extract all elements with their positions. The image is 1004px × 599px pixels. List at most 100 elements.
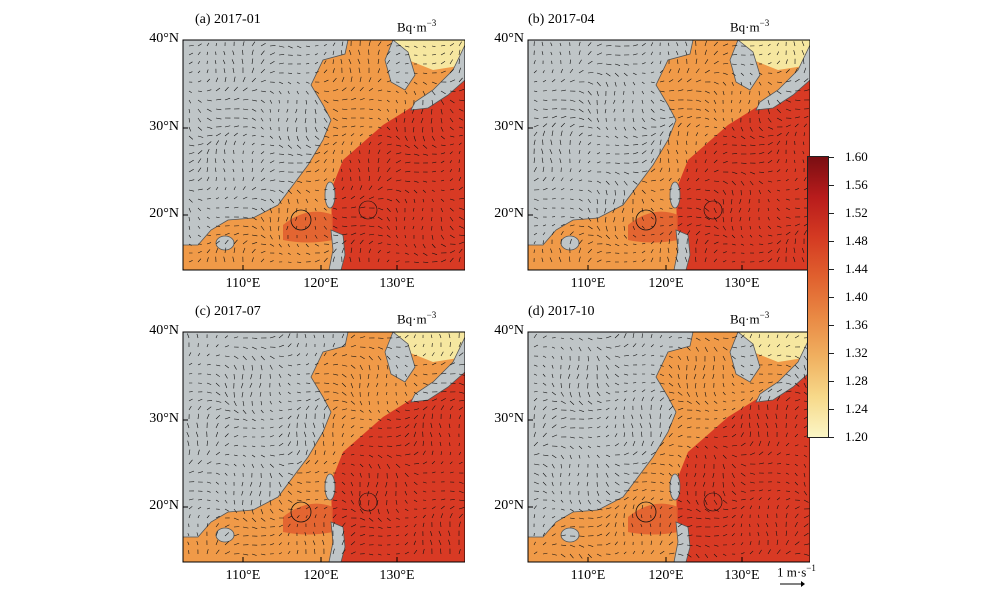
eddy-ring bbox=[635, 209, 657, 231]
eddy-ring bbox=[358, 200, 378, 220]
lat-label: 20°N bbox=[494, 498, 524, 513]
colorbar-tick-label: 1.44 bbox=[845, 261, 868, 276]
vector-scale: 1 m·s−1 bbox=[777, 563, 816, 587]
panel-title: (b) 2017-04 bbox=[528, 12, 595, 27]
lon-label: 130°E bbox=[379, 568, 415, 583]
map-canvas bbox=[527, 39, 810, 271]
land-taiwan bbox=[669, 181, 681, 209]
current-vectors bbox=[533, 40, 810, 263]
warm-water-region bbox=[331, 372, 465, 562]
colorbar-tick-label: 1.28 bbox=[845, 373, 868, 388]
land-korea bbox=[384, 332, 416, 383]
colorbar-tick bbox=[828, 409, 834, 410]
colorbar-tick bbox=[828, 381, 834, 382]
unit-label: Bq·m−3 bbox=[730, 18, 770, 35]
land-taiwan bbox=[669, 473, 681, 501]
eddy-ring bbox=[635, 501, 657, 523]
map-frame bbox=[527, 39, 810, 271]
land-japan bbox=[755, 336, 810, 403]
lat-label: 30°N bbox=[494, 411, 524, 426]
land-korea bbox=[384, 40, 416, 91]
cool-water-region bbox=[393, 332, 465, 362]
map-panel-d: (d) 2017-10 Bq·m−3 40°N 30°N 20°N 110°E 120°… bbox=[480, 302, 810, 592]
eddy-ring bbox=[290, 209, 312, 231]
lon-label: 120°E bbox=[303, 568, 339, 583]
lon-label: 110°E bbox=[225, 276, 261, 291]
lon-label: 130°E bbox=[724, 276, 760, 291]
land-taiwan bbox=[324, 473, 336, 501]
land-japan bbox=[410, 44, 465, 111]
eddy-ring bbox=[703, 492, 723, 512]
lat-label: 40°N bbox=[149, 31, 179, 46]
eddy-ring bbox=[290, 501, 312, 523]
unit-label: Bq·m−3 bbox=[397, 310, 437, 327]
map-frame bbox=[182, 39, 465, 271]
map-panel-c: (c) 2017-07 Bq·m−3 40°N 30°N 20°N 110°E 120°… bbox=[135, 302, 465, 592]
panel-title: (a) 2017-01 bbox=[195, 12, 261, 27]
eddy-ring bbox=[703, 200, 723, 220]
lat-label: 30°N bbox=[149, 119, 179, 134]
colorbar-tick bbox=[828, 297, 834, 298]
colorbar-tick bbox=[828, 213, 834, 214]
current-vectors bbox=[186, 332, 465, 556]
current-vectors bbox=[188, 40, 465, 264]
colorbar-tick-label: 1.48 bbox=[845, 233, 868, 248]
colorbar-tick-label: 1.36 bbox=[845, 317, 868, 332]
map-panel-a: (a) 2017-01 Bq·m−3 40°N 30°N 20°N 110°E 120°… bbox=[135, 10, 465, 300]
panel-title: (d) 2017-10 bbox=[528, 304, 595, 319]
map-canvas bbox=[527, 331, 810, 563]
lat-label: 20°N bbox=[494, 206, 524, 221]
land-mainland bbox=[183, 40, 349, 246]
lon-label: 120°E bbox=[648, 568, 684, 583]
map-frame bbox=[182, 331, 465, 563]
colorbar-tick bbox=[828, 157, 834, 158]
colorbar-tick-label: 1.56 bbox=[845, 177, 868, 192]
lon-label: 120°E bbox=[303, 276, 339, 291]
lat-label: 30°N bbox=[494, 119, 524, 134]
colorbar-tick-label: 1.32 bbox=[845, 345, 868, 360]
colorbar-tick bbox=[828, 325, 834, 326]
colorbar bbox=[807, 156, 829, 438]
cool-water-region bbox=[393, 40, 465, 70]
cool-water-region bbox=[738, 332, 810, 362]
colorbar-tick bbox=[828, 185, 834, 186]
warm-water-region bbox=[676, 80, 810, 270]
map-panel-b: (b) 2017-04 Bq·m−3 40°N 30°N 20°N 110°E 120°… bbox=[480, 10, 810, 300]
map-frame bbox=[527, 331, 810, 563]
lon-label: 130°E bbox=[379, 276, 415, 291]
land-japan bbox=[755, 44, 810, 111]
cool-water-region bbox=[738, 40, 810, 70]
land-japan bbox=[410, 336, 465, 403]
lat-label: 30°N bbox=[149, 411, 179, 426]
unit-label: Bq·m−3 bbox=[397, 18, 437, 35]
lon-label: 110°E bbox=[570, 276, 606, 291]
land-hainan bbox=[560, 527, 580, 543]
colorbar-tick-label: 1.40 bbox=[845, 289, 868, 304]
lat-label: 40°N bbox=[149, 323, 179, 338]
lon-label: 110°E bbox=[225, 568, 261, 583]
panel-title: (c) 2017-07 bbox=[195, 304, 261, 319]
lon-label: 130°E bbox=[724, 568, 760, 583]
lat-label: 40°N bbox=[494, 323, 524, 338]
colorbar-tick bbox=[828, 241, 834, 242]
lon-label: 110°E bbox=[570, 568, 606, 583]
land-hainan bbox=[215, 527, 235, 543]
colorbar-tick-label: 1.20 bbox=[845, 429, 868, 444]
colorbar-tick bbox=[828, 353, 834, 354]
land-taiwan bbox=[324, 181, 336, 209]
lon-label: 120°E bbox=[648, 276, 684, 291]
colorbar-tick-label: 1.60 bbox=[845, 149, 868, 164]
map-canvas bbox=[182, 39, 465, 271]
vector-scale-arrow-icon bbox=[780, 581, 805, 587]
colorbar-tick-label: 1.24 bbox=[845, 401, 868, 416]
eddy-ring bbox=[358, 492, 378, 512]
colorbar-tick bbox=[828, 269, 834, 270]
land-mainland bbox=[528, 332, 694, 538]
lat-label: 20°N bbox=[149, 498, 179, 513]
map-canvas bbox=[182, 331, 465, 563]
lat-label: 20°N bbox=[149, 206, 179, 221]
current-vectors bbox=[533, 332, 810, 559]
colorbar-tick-label: 1.52 bbox=[845, 205, 868, 220]
unit-label: Bq·m−3 bbox=[730, 310, 770, 327]
warm-water-region bbox=[331, 80, 465, 270]
